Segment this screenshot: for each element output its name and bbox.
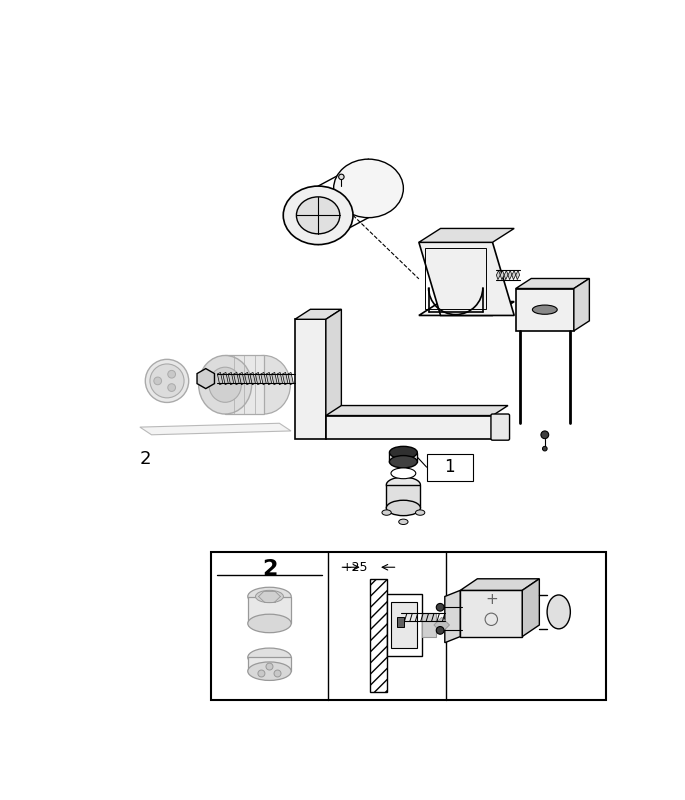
Text: 1: 1 [445,458,456,476]
Polygon shape [522,578,539,637]
Ellipse shape [209,367,241,402]
Polygon shape [250,373,256,385]
Circle shape [168,384,175,391]
Polygon shape [282,373,288,385]
Ellipse shape [532,305,557,314]
Polygon shape [460,578,539,590]
Bar [248,658,291,671]
Ellipse shape [390,446,417,458]
Polygon shape [217,373,223,385]
Polygon shape [140,423,291,435]
Bar [248,597,291,623]
Polygon shape [272,373,277,385]
Bar [427,454,473,481]
Circle shape [266,663,273,670]
Circle shape [537,289,541,292]
Polygon shape [256,373,261,385]
Polygon shape [504,270,508,280]
Bar [397,618,405,626]
Polygon shape [508,270,512,280]
Ellipse shape [382,510,391,515]
Circle shape [543,446,547,451]
Text: 2: 2 [140,450,151,468]
Ellipse shape [248,648,291,666]
Ellipse shape [248,614,291,633]
Polygon shape [223,373,228,385]
Ellipse shape [248,662,291,681]
Ellipse shape [150,364,184,398]
Polygon shape [266,373,272,385]
Ellipse shape [297,197,340,234]
Bar [295,319,326,438]
Bar [516,289,574,331]
Ellipse shape [284,186,353,245]
Bar [388,594,423,656]
Polygon shape [497,270,500,280]
Circle shape [258,670,265,677]
Polygon shape [516,270,520,280]
Polygon shape [460,590,522,637]
Polygon shape [512,270,516,280]
Polygon shape [434,618,449,633]
Bar [211,552,606,700]
Ellipse shape [199,355,251,414]
Circle shape [436,626,444,634]
Bar [225,355,264,414]
Ellipse shape [391,468,416,478]
Circle shape [274,670,281,677]
Ellipse shape [145,359,188,402]
Polygon shape [239,373,245,385]
Polygon shape [419,229,514,242]
Polygon shape [288,373,293,385]
Polygon shape [197,369,214,389]
Polygon shape [295,310,341,319]
Polygon shape [245,373,250,385]
Polygon shape [500,270,504,280]
Ellipse shape [399,519,408,525]
Polygon shape [326,406,508,415]
Polygon shape [326,415,493,438]
Polygon shape [445,590,460,642]
Polygon shape [516,278,589,289]
Polygon shape [419,302,514,315]
Bar [371,578,388,692]
Polygon shape [228,373,234,385]
Polygon shape [326,310,341,438]
Ellipse shape [416,510,425,515]
Polygon shape [277,373,282,385]
Circle shape [436,603,444,611]
Bar [391,602,417,648]
Text: 2: 2 [262,558,277,578]
FancyBboxPatch shape [491,414,510,440]
Bar [423,614,436,637]
Polygon shape [419,242,514,315]
Circle shape [154,377,162,385]
Ellipse shape [334,159,403,218]
Circle shape [168,370,175,378]
Ellipse shape [386,500,421,516]
Polygon shape [574,278,589,331]
Polygon shape [234,373,239,385]
Ellipse shape [386,477,421,493]
Ellipse shape [547,595,571,629]
Ellipse shape [248,587,291,606]
Ellipse shape [256,590,284,602]
Text: +25: +25 [342,561,369,574]
Bar [425,249,486,310]
Text: +: + [485,592,498,607]
Circle shape [541,431,549,438]
Circle shape [338,174,344,179]
Ellipse shape [390,455,417,468]
Ellipse shape [238,355,290,414]
Polygon shape [261,373,266,385]
Bar [386,485,421,508]
